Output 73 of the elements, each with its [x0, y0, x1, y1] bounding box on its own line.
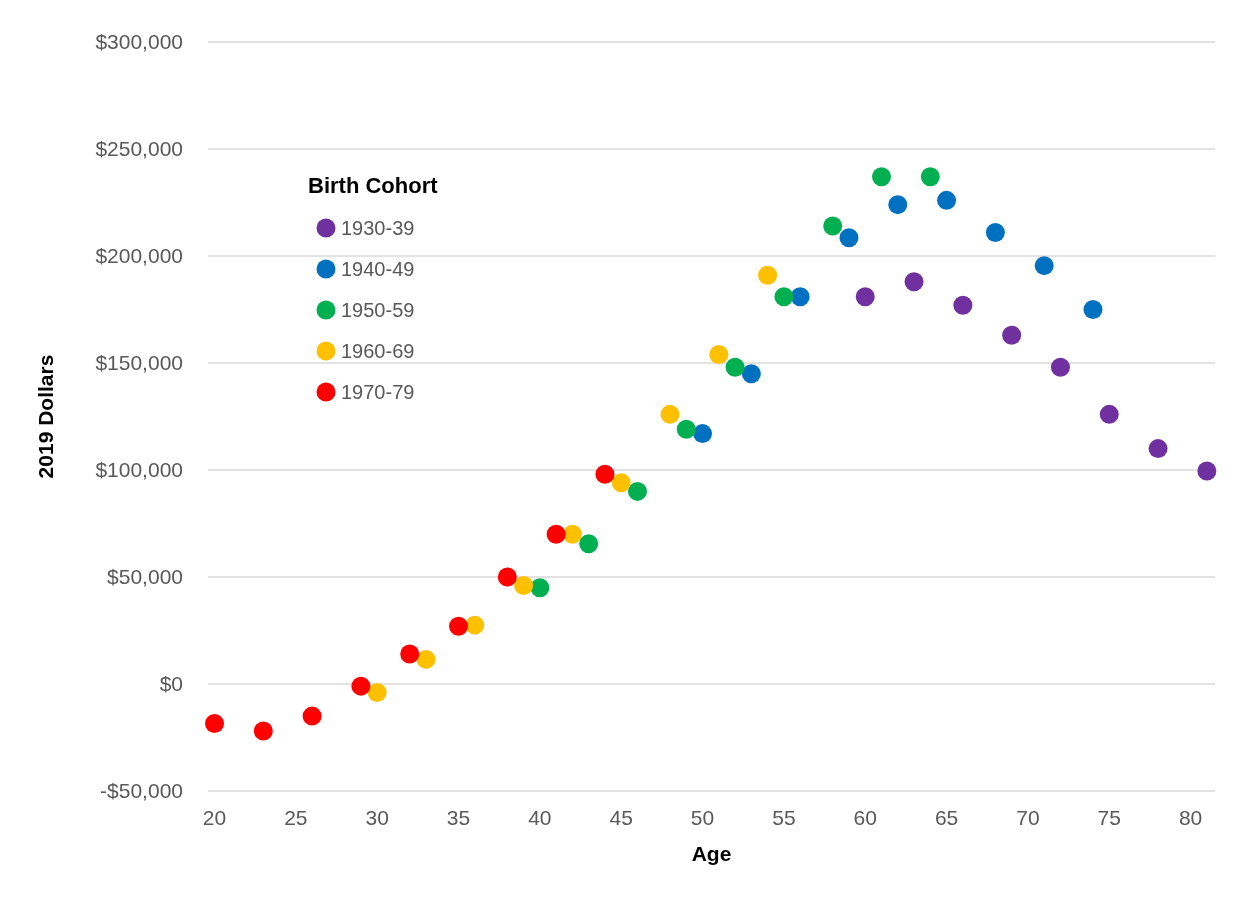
point — [872, 167, 891, 187]
point — [562, 524, 582, 544]
point — [546, 524, 566, 544]
x-tick-label: 25 — [284, 806, 308, 829]
y-tick-label: $150,000 — [95, 351, 183, 375]
point — [985, 222, 1005, 242]
point — [302, 706, 322, 726]
x-tick-label: 40 — [528, 806, 552, 829]
point — [351, 676, 371, 696]
point — [774, 287, 794, 307]
x-axis-title: Age — [691, 842, 732, 865]
point — [1083, 300, 1103, 319]
x-tick-label: 55 — [772, 806, 796, 829]
point — [1197, 461, 1217, 481]
legend-label: 1960-69 — [341, 340, 415, 362]
x-tick-label: 35 — [446, 806, 471, 829]
x-tick-label: 50 — [690, 806, 715, 829]
point — [888, 195, 908, 215]
y-tick-label: $250,000 — [95, 137, 183, 161]
point — [595, 464, 615, 484]
point — [676, 419, 696, 439]
point — [611, 473, 631, 493]
legend-label: 1930-39 — [341, 217, 415, 239]
y-tick-label: -$50,000 — [100, 779, 183, 803]
point — [953, 295, 973, 315]
point — [253, 721, 273, 741]
point — [725, 357, 745, 377]
point — [904, 272, 924, 292]
x-tick-label: 60 — [853, 806, 877, 829]
legend-label: 1970-79 — [341, 381, 415, 403]
point — [1099, 404, 1119, 424]
point — [1002, 325, 1022, 345]
point — [1050, 357, 1070, 377]
point — [205, 714, 225, 734]
point — [465, 615, 485, 635]
point — [514, 576, 534, 596]
y-tick-label: $100,000 — [95, 458, 183, 482]
x-tick-label: 70 — [1016, 806, 1040, 829]
point — [937, 190, 957, 210]
x-tick-label: 65 — [934, 806, 959, 829]
point — [660, 404, 680, 424]
x-tick-label: 20 — [202, 806, 227, 829]
point — [530, 578, 550, 598]
y-tick-label: $300,000 — [95, 30, 183, 54]
legend-label: 1940-49 — [341, 258, 415, 280]
point — [741, 364, 761, 384]
point — [790, 287, 810, 307]
point — [1034, 256, 1054, 276]
x-tick-label: 45 — [609, 806, 633, 829]
point — [823, 216, 843, 236]
legend-label: 1950-59 — [341, 299, 415, 321]
point — [367, 683, 387, 703]
point — [855, 287, 875, 307]
point — [1148, 439, 1168, 459]
x-tick-label: 30 — [365, 806, 389, 829]
point — [497, 567, 517, 587]
point — [627, 481, 647, 501]
y-axis-title: 2019 Dollars — [34, 354, 57, 479]
point — [579, 534, 599, 554]
point — [400, 644, 420, 664]
x-tick-label: 80 — [1178, 806, 1203, 829]
point — [693, 424, 713, 444]
legend-title: Birth Cohort — [308, 173, 439, 198]
point — [416, 649, 436, 669]
point — [839, 228, 859, 248]
y-tick-label: $50,000 — [107, 565, 183, 589]
point — [758, 265, 778, 285]
y-tick-label: $200,000 — [95, 244, 183, 268]
x-tick-label: 75 — [1097, 806, 1121, 829]
y-tick-label: $0 — [159, 672, 183, 696]
point — [920, 167, 940, 187]
point — [449, 616, 469, 636]
point — [709, 344, 729, 364]
